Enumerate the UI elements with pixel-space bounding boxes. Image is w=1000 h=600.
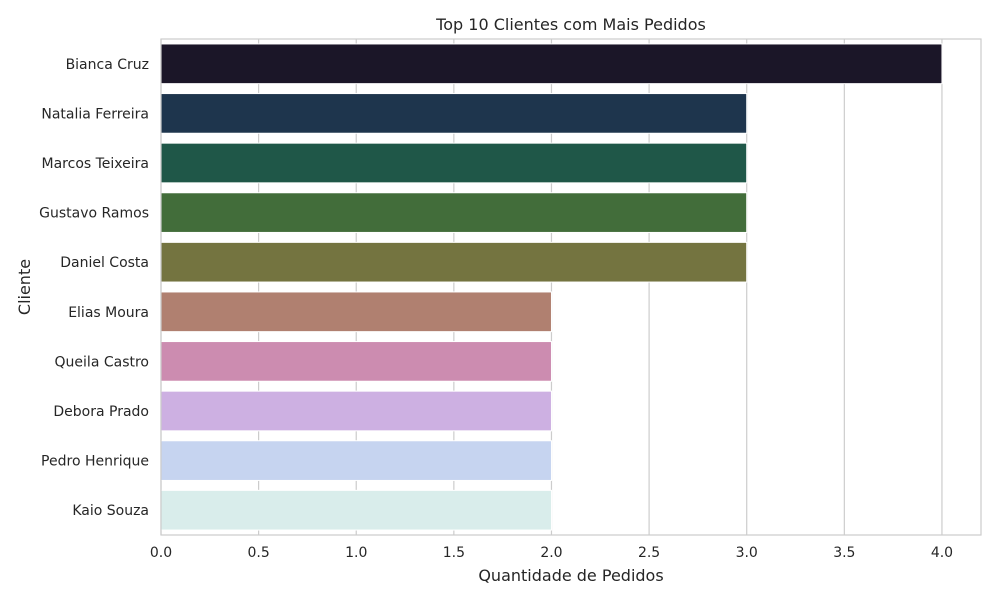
x-tick-label: 2.5 (638, 545, 660, 561)
x-axis: 0.0 0.5 1.0 1.5 2.0 2.5 3.0 3.5 4.0 (150, 545, 953, 561)
x-tick-label: 3.5 (833, 545, 855, 561)
chart-title: Top 10 Clientes com Mais Pedidos (435, 15, 706, 34)
x-tick-label: 1.0 (345, 545, 367, 561)
bar (160, 440, 552, 481)
y-tick-label: Debora Prado (53, 404, 149, 420)
bar (160, 93, 748, 134)
bar (160, 241, 748, 283)
bars (160, 43, 943, 531)
y-tick-label: Pedro Henrique (41, 454, 149, 470)
y-tick-label: Natalia Ferreira (41, 106, 149, 122)
plot-frame (160, 38, 982, 536)
bar (160, 192, 748, 233)
bar (160, 390, 552, 432)
y-tick-label: Elias Moura (68, 305, 149, 321)
bar (160, 489, 552, 531)
x-tick-label: 3.0 (736, 545, 758, 561)
y-tick-label: Daniel Costa (60, 255, 149, 271)
x-axis-label: Quantidade de Pedidos (478, 566, 663, 585)
y-tick-label: Gustavo Ramos (39, 206, 149, 222)
x-tick-label: 0.0 (150, 545, 172, 561)
x-tick-label: 4.0 (931, 545, 953, 561)
x-tick-label: 2.0 (540, 545, 562, 561)
y-tick-label: Kaio Souza (72, 503, 149, 519)
x-tick-label: 1.5 (443, 545, 465, 561)
bar (160, 341, 552, 382)
y-tick-label: Bianca Cruz (66, 57, 149, 73)
y-axis: Bianca Cruz Natalia Ferreira Marcos Teixei… (39, 57, 149, 519)
bar (160, 291, 552, 333)
y-axis-label: Cliente (15, 259, 34, 315)
bar (160, 43, 943, 85)
x-tick-label: 0.5 (247, 545, 269, 561)
y-tick-label: Queila Castro (55, 354, 149, 370)
bar (160, 142, 748, 184)
y-tick-label: Marcos Teixeira (42, 156, 149, 172)
